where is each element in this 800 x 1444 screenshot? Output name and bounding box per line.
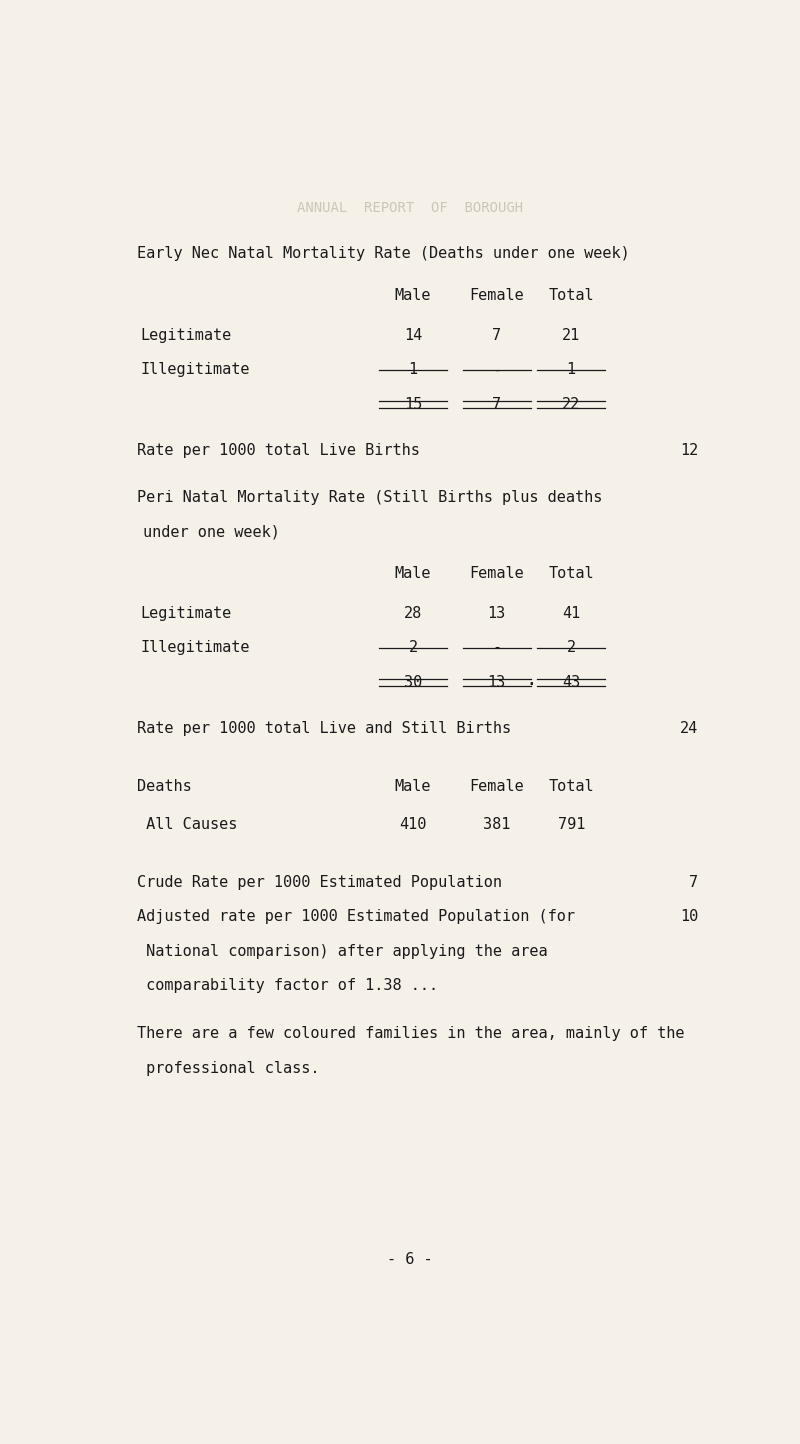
Text: Rate per 1000 total Live and Still Births: Rate per 1000 total Live and Still Birth… (138, 722, 511, 736)
Point (601, 670, 610, 687)
Point (442, 640, 452, 657)
Text: -: - (492, 362, 502, 377)
Text: 21: 21 (562, 328, 580, 342)
Point (458, 393, 467, 410)
Text: 7: 7 (492, 397, 502, 412)
Point (458, 640, 467, 657)
Text: 12: 12 (680, 443, 698, 458)
Text: Total: Total (548, 780, 594, 794)
Text: 30: 30 (404, 674, 422, 690)
Point (532, 677, 542, 695)
Text: ·: · (525, 674, 537, 693)
Point (532, 361, 542, 378)
Point (526, 677, 536, 695)
Point (526, 640, 536, 657)
Text: 41: 41 (562, 606, 580, 621)
Text: 1: 1 (566, 362, 576, 377)
Text: ANNUAL  REPORT  OF  BOROUGH: ANNUAL REPORT OF BOROUGH (297, 201, 523, 215)
Text: 43: 43 (562, 674, 580, 690)
Text: Adjusted rate per 1000 Estimated Population (for: Adjusted rate per 1000 Estimated Populat… (138, 910, 575, 924)
Text: Deaths: Deaths (138, 780, 192, 794)
Text: professional class.: professional class. (138, 1060, 320, 1076)
Text: 13: 13 (488, 606, 506, 621)
Text: 13: 13 (488, 674, 506, 690)
Text: 2: 2 (409, 640, 418, 656)
Text: 24: 24 (680, 722, 698, 736)
Point (601, 399, 610, 416)
Text: Legitimate: Legitimate (140, 606, 231, 621)
Point (442, 393, 452, 410)
Point (458, 670, 467, 687)
Text: Female: Female (470, 780, 524, 794)
Text: Legitimate: Legitimate (140, 328, 231, 342)
Point (526, 361, 536, 378)
Text: Female: Female (470, 566, 524, 580)
Point (601, 361, 610, 378)
Text: 7: 7 (689, 875, 698, 890)
Text: 14: 14 (404, 328, 422, 342)
Text: There are a few coloured families in the area, mainly of the: There are a few coloured families in the… (138, 1027, 685, 1041)
Point (374, 677, 384, 695)
Text: 22: 22 (562, 397, 580, 412)
Text: Male: Male (395, 287, 431, 303)
Text: Peri Natal Mortality Rate (Still Births plus deaths: Peri Natal Mortality Rate (Still Births … (138, 490, 602, 505)
Point (442, 677, 452, 695)
Text: Total: Total (548, 566, 594, 580)
Text: Total: Total (548, 287, 594, 303)
Text: - 6 -: - 6 - (387, 1252, 433, 1268)
Point (526, 670, 536, 687)
Text: All Causes: All Causes (138, 817, 238, 832)
Text: 381: 381 (483, 817, 510, 832)
Text: under one week): under one week) (143, 524, 280, 540)
Point (374, 670, 384, 687)
Point (374, 361, 384, 378)
Point (458, 677, 467, 695)
Point (374, 399, 384, 416)
Text: 1: 1 (409, 362, 418, 377)
Point (526, 399, 536, 416)
Point (532, 640, 542, 657)
Text: Rate per 1000 total Live Births: Rate per 1000 total Live Births (138, 443, 420, 458)
Text: Male: Male (395, 566, 431, 580)
Text: Crude Rate per 1000 Estimated Population: Crude Rate per 1000 Estimated Population (138, 875, 502, 890)
Text: 28: 28 (404, 606, 422, 621)
Text: Male: Male (395, 780, 431, 794)
Point (526, 393, 536, 410)
Point (442, 399, 452, 416)
Text: 410: 410 (399, 817, 426, 832)
Text: 10: 10 (680, 910, 698, 924)
Point (532, 393, 542, 410)
Point (601, 640, 610, 657)
Point (601, 393, 610, 410)
Text: Female: Female (470, 287, 524, 303)
Text: Illegitimate: Illegitimate (140, 362, 250, 377)
Text: 791: 791 (558, 817, 585, 832)
Text: 15: 15 (404, 397, 422, 412)
Point (532, 399, 542, 416)
Point (442, 670, 452, 687)
Point (601, 677, 610, 695)
Text: comparability factor of 1.38 ...: comparability factor of 1.38 ... (138, 978, 438, 993)
Point (374, 393, 384, 410)
Text: National comparison) after applying the area: National comparison) after applying the … (138, 944, 548, 959)
Text: Early Nec Natal Mortality Rate (Deaths under one week): Early Nec Natal Mortality Rate (Deaths u… (138, 245, 630, 260)
Text: Illegitimate: Illegitimate (140, 640, 250, 656)
Text: 7: 7 (492, 328, 502, 342)
Point (458, 361, 467, 378)
Point (374, 640, 384, 657)
Text: 2: 2 (566, 640, 576, 656)
Point (532, 670, 542, 687)
Point (458, 399, 467, 416)
Text: -: - (492, 640, 502, 656)
Point (442, 361, 452, 378)
